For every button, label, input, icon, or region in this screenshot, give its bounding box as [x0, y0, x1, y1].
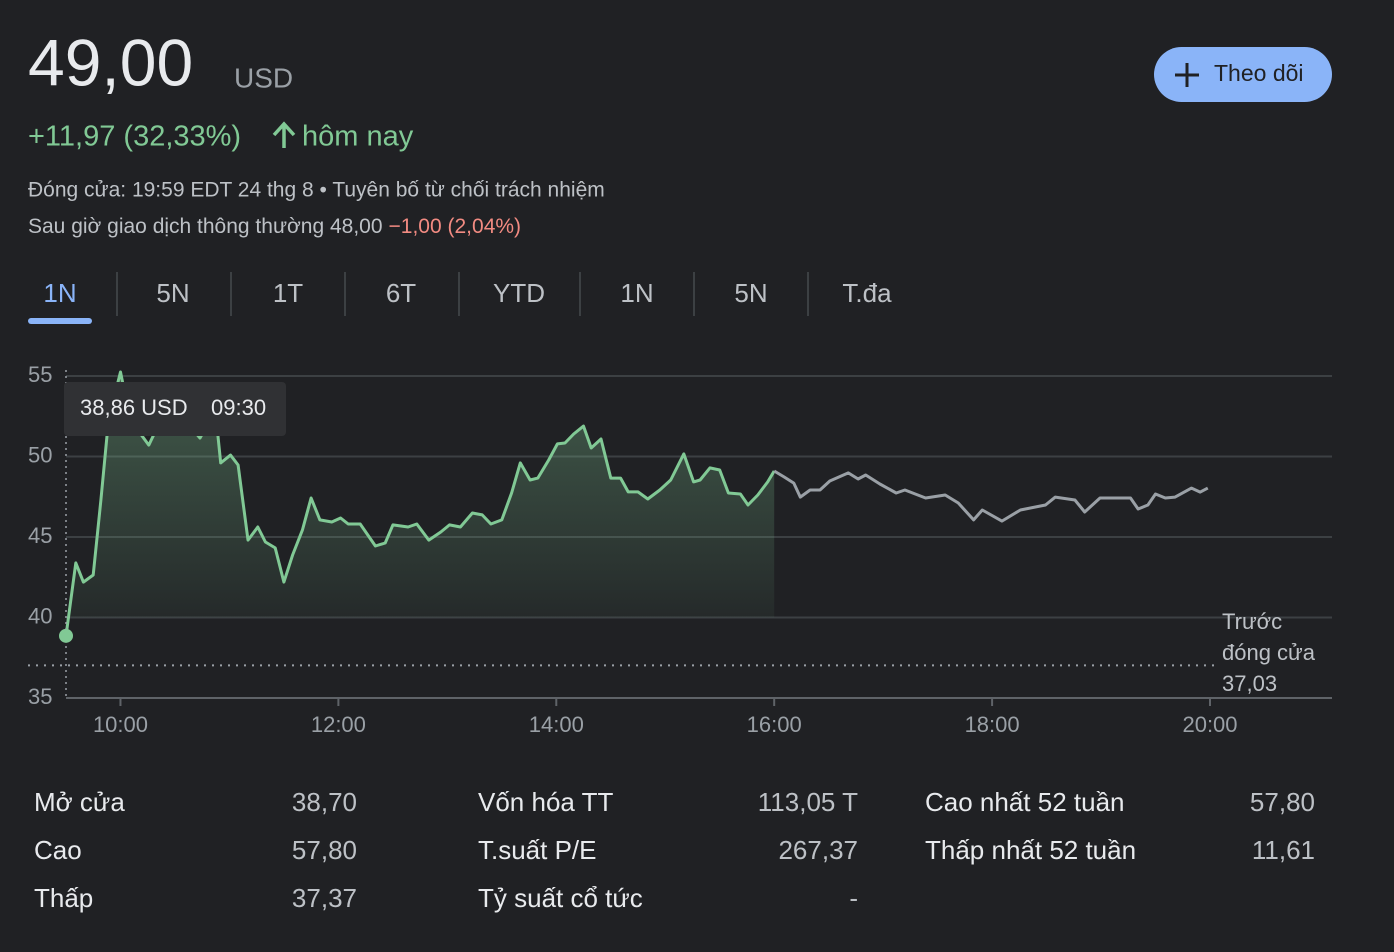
stat-value: 11,61 — [1252, 835, 1315, 865]
tab[interactable]: YTD — [493, 278, 545, 308]
stats: Mở cửa 38,70 Cao 57,80 Thấp 37,37 Vốn hóa TT 11… — [34, 787, 1315, 913]
y-tick-label: 40 — [28, 603, 52, 628]
y-tick-label: 45 — [28, 523, 52, 548]
after-hours-text: Sau giờ giao dịch thông thường 48,00 — [28, 215, 383, 238]
tooltip-bg — [64, 382, 286, 436]
plus-icon[interactable] — [1175, 63, 1199, 87]
chart: 35 40 45 50 55 10:00 12:00 14:00 16:00 18:00 20:00… — [28, 362, 1332, 737]
price: 49,00 — [28, 25, 193, 99]
stat-value: 113,05 T — [758, 787, 858, 817]
stat-label: T.suất P/E — [478, 835, 597, 865]
price-line — [773, 469, 1209, 523]
tab[interactable]: 1N — [43, 278, 76, 308]
y-tick-label: 50 — [28, 442, 52, 467]
period: hôm nay — [302, 121, 414, 153]
y-tick-label: 55 — [28, 362, 52, 387]
stat-value: 37,37 — [292, 883, 357, 913]
stat-label: Cao nhất 52 tuần — [925, 787, 1125, 817]
tab[interactable]: 6T — [386, 278, 416, 308]
tab[interactable]: 1T — [273, 278, 303, 308]
stat-value: 267,37 — [778, 835, 858, 865]
tooltip-price: 38,86 USD — [80, 395, 188, 420]
change: +11,97 (32,33%) — [28, 121, 241, 153]
tab[interactable]: 5N — [156, 278, 189, 308]
stat-value: - — [849, 883, 858, 913]
button-label[interactable]: Theo dõi — [1214, 60, 1304, 86]
stat-label: Thấp — [34, 883, 93, 913]
prev-close-name: Trước đóng cửa — [1222, 609, 1316, 665]
tab[interactable]: T.đa — [842, 278, 892, 308]
after-hours-change: −1,00 (2,04%) — [389, 215, 522, 238]
hover-dot — [59, 628, 73, 643]
after-hours: Sau giờ giao dịch thông thường 48,00 −1,0… — [28, 215, 521, 238]
tab[interactable]: 5N — [734, 278, 767, 308]
follow-button[interactable]: Theo dõi — [1154, 47, 1332, 102]
button-bg[interactable] — [1154, 47, 1332, 102]
tab[interactable]: 1N — [620, 278, 653, 308]
area — [66, 372, 775, 636]
x-tick-label: 18:00 — [965, 712, 1020, 737]
stat-value: 57,80 — [292, 835, 357, 865]
stat-label: Thấp nhất 52 tuần — [925, 835, 1136, 865]
prev-close-value: 37,03 — [1222, 671, 1278, 696]
x-tick-label: 14:00 — [529, 712, 584, 737]
currency: USD — [234, 62, 293, 93]
x-tick-label: 12:00 — [311, 712, 366, 737]
stat-label: Cao — [34, 835, 82, 865]
stat-label: Mở cửa — [34, 787, 125, 817]
x-tick-label: 20:00 — [1182, 712, 1237, 737]
up-arrow — [272, 121, 296, 148]
stat-value: 57,80 — [1250, 787, 1315, 817]
y-tick-label: 35 — [28, 684, 52, 709]
stat-label: Vốn hóa TT — [478, 787, 614, 817]
stat-label: Tỷ suất cổ tức — [478, 883, 643, 913]
close-info: Đóng cửa: 19:59 EDT 24 thg 8 • Tuyên bố … — [28, 179, 605, 202]
tabs: 1N 5N 1T 6T YTD 1N 5N T.đa — [28, 272, 892, 324]
x-tick-label: 16:00 — [747, 712, 802, 737]
tooltip-time: 09:30 — [211, 395, 266, 420]
active-tab-indicator — [28, 318, 92, 324]
stat-value: 38,70 — [292, 787, 357, 817]
x-tick-label: 10:00 — [93, 712, 148, 737]
